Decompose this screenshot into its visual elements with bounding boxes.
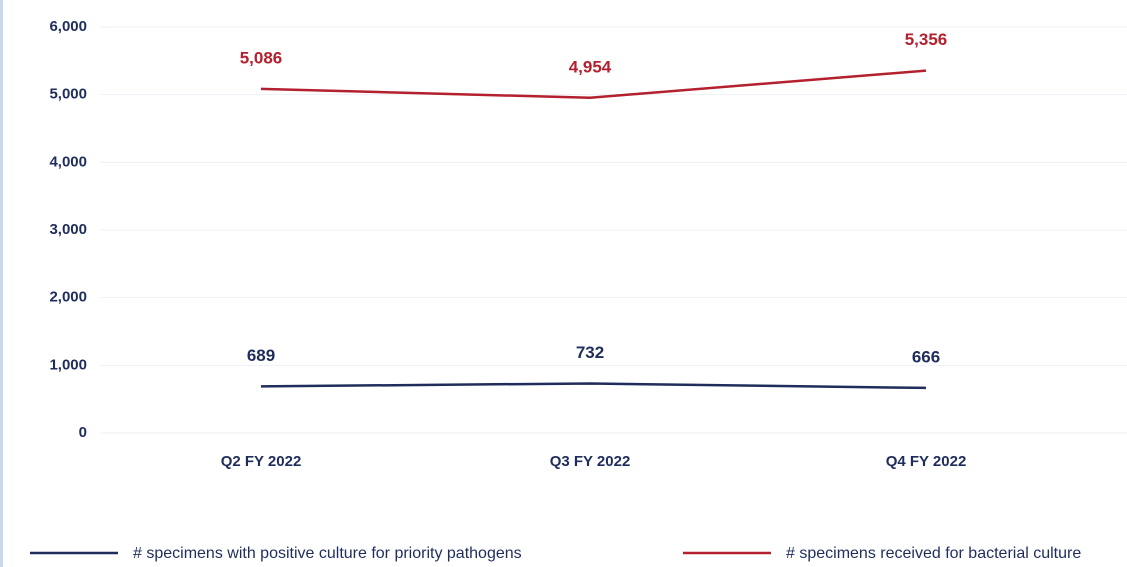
y-tick-label: 1,000 xyxy=(49,356,87,373)
y-tick-label: 6,000 xyxy=(49,18,87,35)
y-tick-label: 4,000 xyxy=(49,153,87,170)
left-border xyxy=(0,0,3,567)
x-tick-label: Q2 FY 2022 xyxy=(221,453,302,470)
data-label: 5,356 xyxy=(905,30,948,49)
data-label: 732 xyxy=(576,343,604,362)
data-label: 689 xyxy=(247,346,275,365)
data-label: 4,954 xyxy=(569,57,612,76)
x-tick-label: Q3 FY 2022 xyxy=(550,453,631,470)
legend-label: # specimens received for bacterial cultu… xyxy=(786,545,1081,562)
y-tick-label: 3,000 xyxy=(49,221,87,238)
series-line xyxy=(260,69,927,100)
data-label: 5,086 xyxy=(240,48,283,67)
series-line xyxy=(260,382,927,390)
data-label: 666 xyxy=(912,347,940,366)
y-tick-label: 2,000 xyxy=(49,289,87,306)
y-tick-label: 0 xyxy=(79,424,87,441)
x-tick-label: Q4 FY 2022 xyxy=(886,453,967,470)
y-tick-label: 5,000 xyxy=(49,86,87,103)
legend-label: # specimens with positive culture for pr… xyxy=(133,545,522,562)
